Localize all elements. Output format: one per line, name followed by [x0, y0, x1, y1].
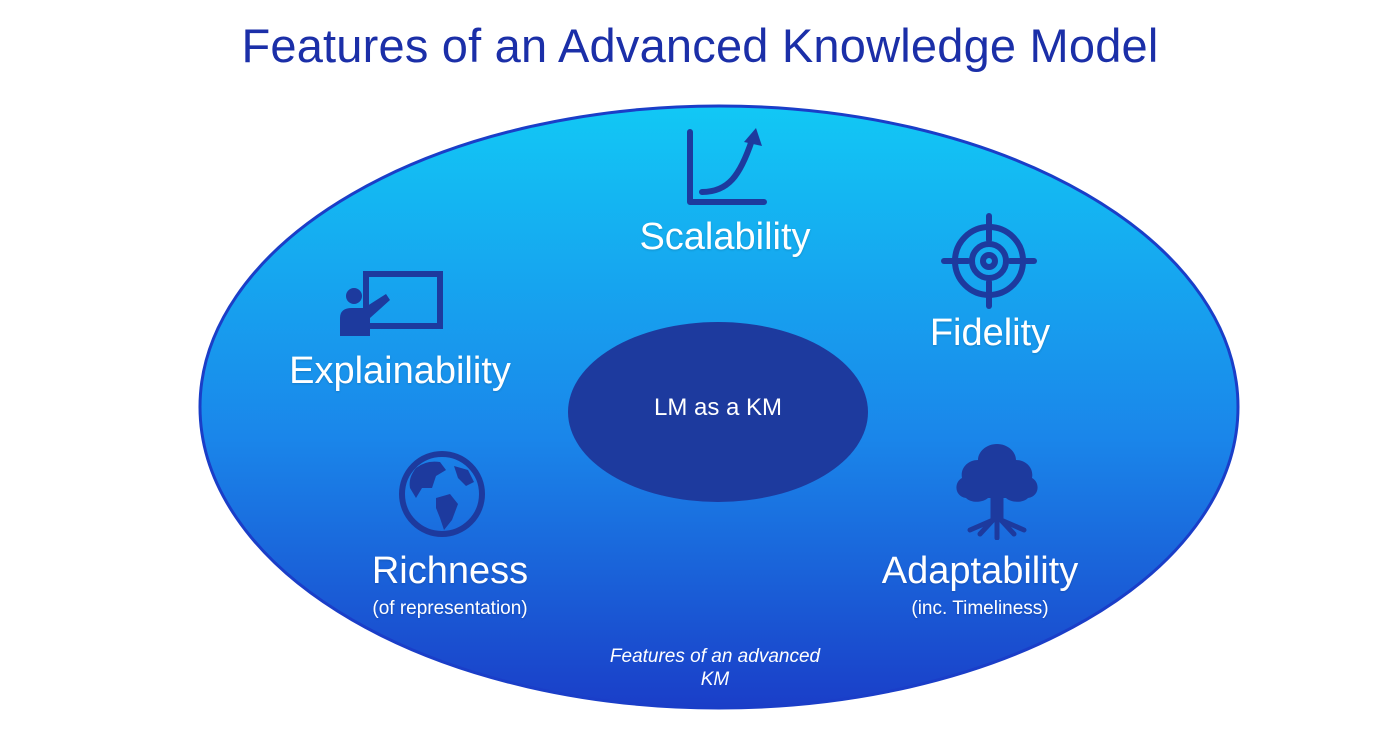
center-ellipse: [568, 322, 868, 502]
growth-chart-icon: [687, 128, 767, 205]
globe-icon: [399, 451, 485, 537]
richness-sublabel: (of representation): [372, 598, 528, 619]
tree-icon: [956, 444, 1038, 540]
feature-explainability: Explainability: [250, 352, 550, 390]
richness-label: Richness: [371, 550, 529, 592]
adaptability-sublabel: (inc. Timeliness): [911, 598, 1049, 619]
page-title: Features of an Advanced Knowledge Model: [241, 19, 1159, 72]
feature-fidelity: Fidelity: [880, 314, 1100, 352]
fidelity-label: Fidelity: [929, 312, 1051, 354]
adaptability-label: Adaptability: [881, 550, 1079, 592]
diagram-caption: Features of an advanced KM: [609, 646, 821, 690]
feature-scalability: Scalability: [590, 218, 860, 256]
feature-richness: Richness (of representation): [320, 552, 580, 620]
scalability-label: Scalability: [639, 216, 811, 258]
explainability-label: Explainability: [289, 350, 511, 392]
center-label: LM as a KM: [653, 394, 783, 421]
presenter-board-icon: [340, 271, 443, 336]
target-icon: [941, 213, 1037, 309]
feature-adaptability: Adaptability (inc. Timeliness): [850, 552, 1110, 620]
